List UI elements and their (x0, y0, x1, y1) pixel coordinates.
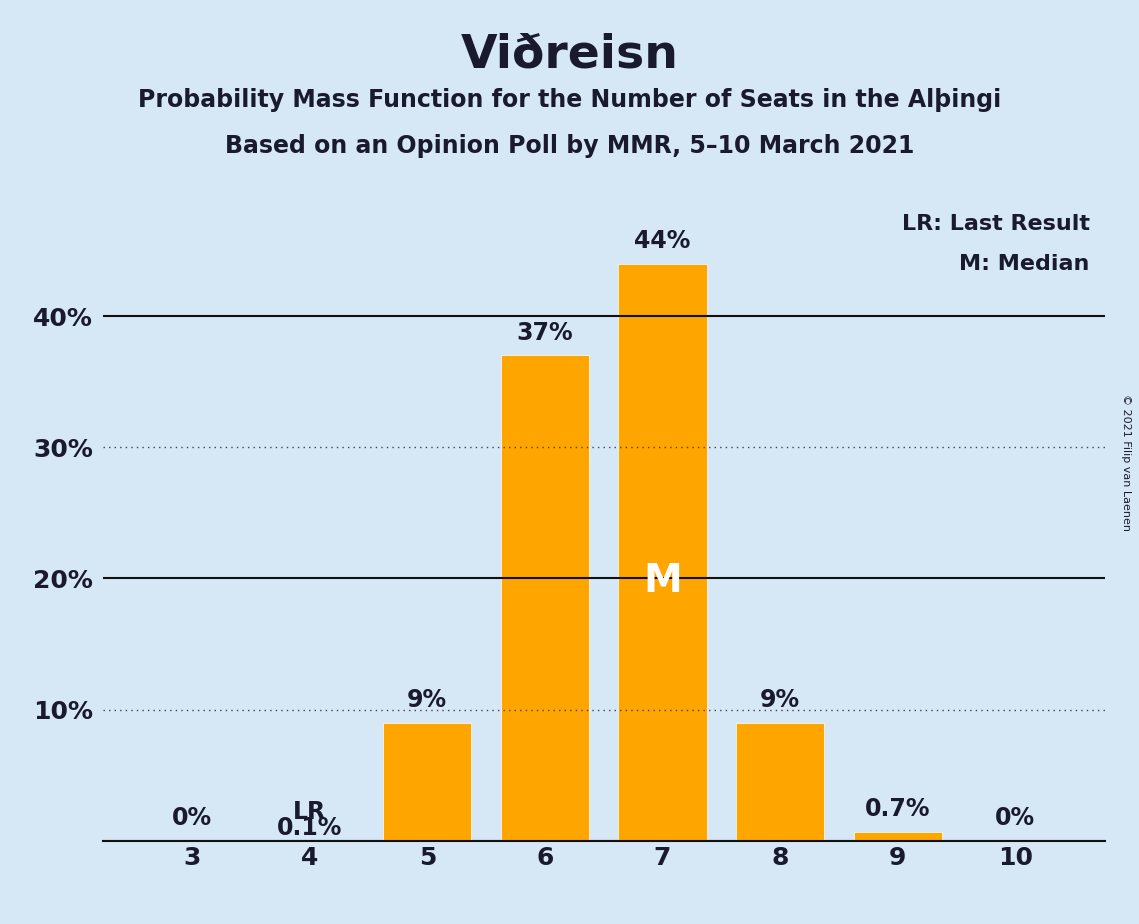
Bar (618, 263, 706, 841)
Text: © 2021 Filip van Laenen: © 2021 Filip van Laenen (1121, 394, 1131, 530)
Text: LR: LR (293, 800, 326, 824)
Text: 0%: 0% (995, 807, 1035, 831)
Text: Viðreisn: Viðreisn (460, 32, 679, 78)
Bar (853, 832, 942, 841)
Text: M: Median: M: Median (959, 254, 1090, 274)
Text: Probability Mass Function for the Number of Seats in the Alþingi: Probability Mass Function for the Number… (138, 88, 1001, 112)
Text: 0.7%: 0.7% (865, 797, 931, 821)
Bar (736, 723, 825, 841)
Text: 0.1%: 0.1% (277, 816, 343, 840)
Bar (501, 356, 589, 841)
Text: 37%: 37% (517, 321, 573, 345)
Text: M: M (644, 562, 682, 600)
Text: 0%: 0% (172, 807, 212, 831)
Text: 44%: 44% (634, 229, 690, 253)
Bar (265, 840, 354, 841)
Text: Based on an Opinion Poll by MMR, 5–10 March 2021: Based on an Opinion Poll by MMR, 5–10 Ma… (224, 134, 915, 158)
Text: 9%: 9% (408, 688, 448, 712)
Text: LR: Last Result: LR: Last Result (902, 214, 1090, 235)
Text: 9%: 9% (760, 688, 800, 712)
Bar (383, 723, 472, 841)
